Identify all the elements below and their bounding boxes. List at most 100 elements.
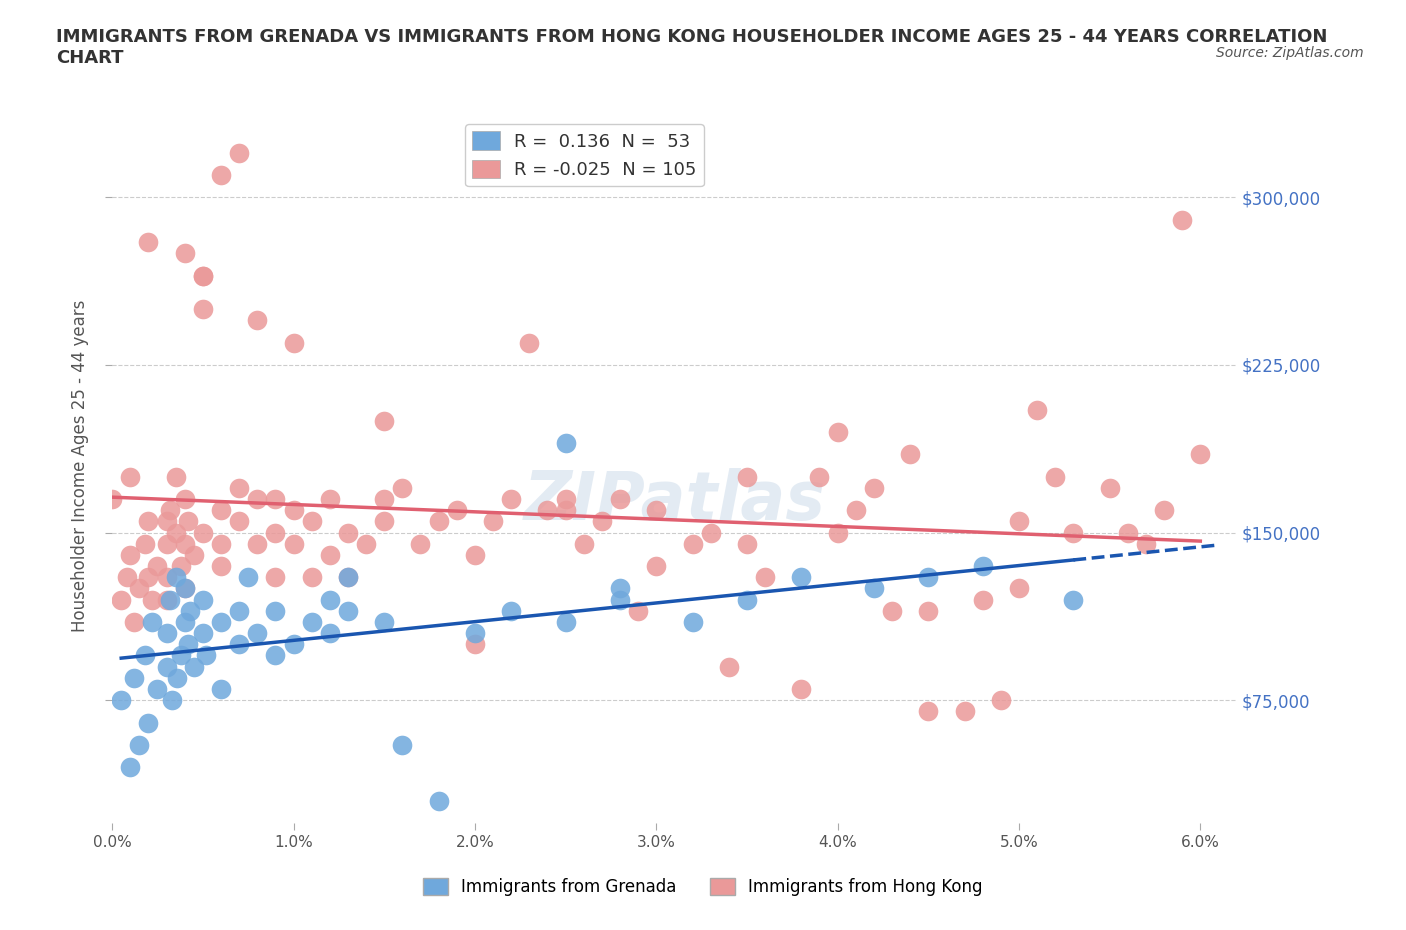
Point: [554, 615, 576, 630]
Point: [354, 537, 377, 551]
Point: [179, 604, 201, 618]
Point: [1008, 581, 1031, 596]
Point: [246, 626, 269, 641]
Text: IMMIGRANTS FROM GRENADA VS IMMIGRANTS FROM HONG KONG HOUSEHOLDER INCOME AGES 25 : IMMIGRANTS FROM GRENADA VS IMMIGRANTS FR…: [56, 28, 1327, 67]
Point: [517, 335, 540, 350]
Point: [409, 537, 432, 551]
Point: [155, 570, 177, 585]
Point: [336, 525, 359, 540]
Point: [191, 268, 214, 283]
Point: [173, 246, 195, 260]
Point: [166, 671, 188, 685]
Point: [319, 626, 342, 641]
Point: [682, 537, 704, 551]
Point: [264, 492, 287, 507]
Point: [160, 693, 183, 708]
Point: [554, 492, 576, 507]
Point: [283, 637, 305, 652]
Point: [283, 503, 305, 518]
Point: [165, 470, 187, 485]
Point: [336, 570, 359, 585]
Point: [155, 659, 177, 674]
Point: [128, 737, 150, 752]
Point: [990, 693, 1012, 708]
Point: [482, 514, 505, 529]
Point: [917, 604, 939, 618]
Point: [1045, 470, 1067, 485]
Point: [146, 559, 169, 574]
Point: [827, 425, 849, 440]
Point: [246, 312, 269, 327]
Point: [373, 514, 395, 529]
Point: [609, 581, 631, 596]
Point: [177, 637, 200, 652]
Point: [120, 548, 142, 563]
Point: [228, 145, 250, 160]
Point: [155, 537, 177, 551]
Point: [464, 548, 486, 563]
Point: [1098, 481, 1121, 496]
Point: [972, 559, 994, 574]
Point: [264, 525, 287, 540]
Point: [790, 570, 813, 585]
Point: [972, 592, 994, 607]
Point: [1026, 403, 1049, 418]
Point: [427, 793, 450, 808]
Point: [735, 470, 758, 485]
Point: [264, 648, 287, 663]
Point: [183, 548, 205, 563]
Point: [464, 637, 486, 652]
Point: [591, 514, 613, 529]
Point: [183, 659, 205, 674]
Point: [699, 525, 721, 540]
Point: [228, 481, 250, 496]
Point: [134, 537, 156, 551]
Point: [138, 570, 160, 585]
Point: [165, 570, 187, 585]
Point: [554, 503, 576, 518]
Point: [464, 626, 486, 641]
Point: [645, 559, 668, 574]
Point: [283, 537, 305, 551]
Legend: Immigrants from Grenada, Immigrants from Hong Kong: Immigrants from Grenada, Immigrants from…: [416, 871, 990, 903]
Point: [191, 626, 214, 641]
Point: [173, 615, 195, 630]
Y-axis label: Householder Income Ages 25 - 44 years: Householder Income Ages 25 - 44 years: [72, 299, 89, 631]
Point: [336, 570, 359, 585]
Point: [917, 570, 939, 585]
Point: [845, 503, 868, 518]
Point: [536, 503, 558, 518]
Point: [301, 570, 323, 585]
Point: [336, 604, 359, 618]
Point: [953, 704, 976, 719]
Point: [790, 682, 813, 697]
Point: [173, 581, 195, 596]
Point: [138, 715, 160, 730]
Point: [627, 604, 650, 618]
Point: [645, 503, 668, 518]
Point: [1116, 525, 1139, 540]
Point: [191, 301, 214, 316]
Legend: R =  0.136  N =  53, R = -0.025  N = 105: R = 0.136 N = 53, R = -0.025 N = 105: [465, 125, 703, 186]
Point: [1135, 537, 1157, 551]
Point: [427, 514, 450, 529]
Point: [501, 492, 523, 507]
Point: [195, 648, 218, 663]
Point: [373, 492, 395, 507]
Point: [246, 537, 269, 551]
Point: [319, 592, 342, 607]
Point: [264, 570, 287, 585]
Point: [609, 492, 631, 507]
Point: [246, 492, 269, 507]
Point: [1189, 447, 1212, 462]
Point: [173, 581, 195, 596]
Point: [735, 592, 758, 607]
Point: [1153, 503, 1175, 518]
Point: [808, 470, 831, 485]
Point: [101, 492, 124, 507]
Point: [209, 682, 232, 697]
Point: [554, 436, 576, 451]
Point: [609, 592, 631, 607]
Point: [319, 548, 342, 563]
Point: [501, 604, 523, 618]
